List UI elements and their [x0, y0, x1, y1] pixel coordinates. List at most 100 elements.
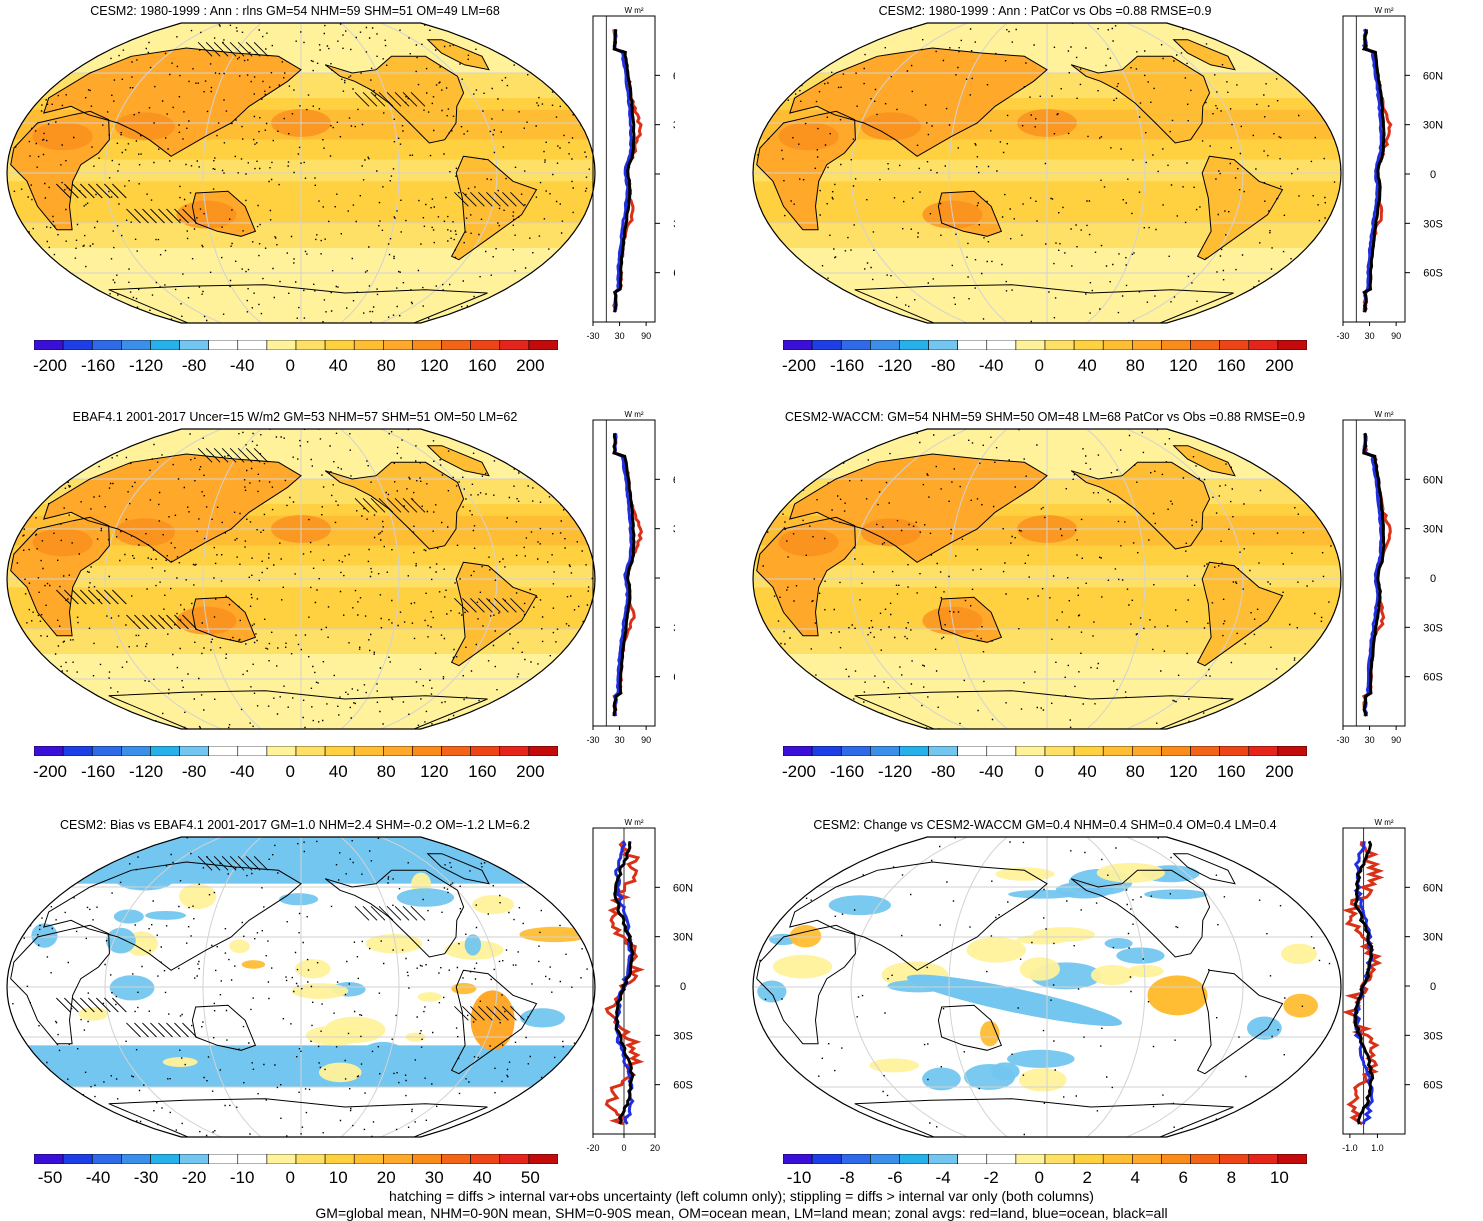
colorbar-swatch: [928, 340, 958, 350]
zonal-frame: [1342, 827, 1406, 1135]
colorbar-tick-label: 4: [1130, 1168, 1140, 1187]
colorbar-swatch: [1132, 746, 1162, 756]
anomaly-patch: [113, 909, 144, 924]
colorbar-labels: -200 -160 -120 -80 -40 0 40 80 120 160 200: [781, 762, 1307, 784]
coastline: [324, 55, 465, 144]
coastline: [43, 453, 302, 563]
coastline: [1070, 869, 1211, 958]
zonal-units: W m²: [624, 6, 643, 15]
colorbar-swatch: [928, 1154, 958, 1164]
graticule-lon: [850, 837, 968, 1137]
land-fill: [854, 284, 1234, 323]
all-zonal-line: [612, 29, 636, 313]
colorbar-tick-label: -8: [839, 1168, 855, 1187]
stippling: [7, 429, 595, 729]
anomaly-patch: [78, 1007, 109, 1021]
coastline: [789, 47, 1048, 157]
map-outline: [752, 836, 1342, 1138]
colorbar-swatch: [237, 746, 268, 756]
coastline: [108, 690, 488, 729]
colorbar-labels: -50 -40 -30 -20 -10 0 10 20 30 40 50: [34, 1168, 558, 1190]
colorbar: [783, 746, 1307, 756]
zonal-units: W m²: [1374, 410, 1393, 419]
coastline: [937, 1004, 1003, 1051]
colorbar-tick-label: 40: [1077, 762, 1097, 781]
x-tick-label: -30: [1336, 331, 1349, 341]
panel-title: CESM2: Change vs CESM2-WACCM GM=0.4 NHM=…: [813, 818, 1277, 832]
lat-tick-label: 60S: [1423, 672, 1443, 684]
lat-tick-label: 0: [680, 981, 686, 993]
colorbar-tick-label: -6: [887, 1168, 903, 1187]
colorbar-swatch: [34, 1154, 64, 1164]
graticule-lon: [1126, 23, 1244, 323]
lat-tick-label: 30S: [1423, 218, 1443, 230]
land-fill: [43, 48, 302, 157]
colorbar-swatch: [899, 746, 929, 756]
panel-title: CESM2: 1980-1999 : Ann : PatCor vs Obs =…: [878, 4, 1212, 18]
colorbar-tick-label: 200: [516, 762, 545, 781]
colorbar-tick-label: -200: [781, 762, 817, 781]
colorbar-swatch: [870, 746, 900, 756]
colorbar-tick-label: -40: [229, 356, 255, 375]
anomaly-patch: [365, 934, 423, 954]
colorbar-tick-label: 0: [1034, 1168, 1044, 1187]
colorbar-swatch: [208, 1154, 239, 1164]
graticule-lon: [380, 429, 498, 729]
anomaly-patch: [1090, 965, 1134, 986]
colorbar-swatch: [34, 340, 64, 350]
land-fill: [1173, 445, 1235, 476]
anomaly-patch: [990, 1062, 1020, 1081]
colorbar-swatch: [1102, 1154, 1133, 1164]
colorbar-tick-label: -80: [181, 356, 207, 375]
coastline: [937, 190, 1003, 237]
colorbar-swatch: [957, 340, 988, 350]
colorbar-swatch: [783, 1154, 813, 1164]
colorbar-tick-label: 80: [376, 356, 396, 375]
x-tick-label: 90: [1391, 331, 1401, 341]
stippling: [753, 837, 1341, 1136]
colorbar-swatch: [957, 746, 988, 756]
coastline: [426, 39, 490, 71]
colorbar-tick-label: -200: [32, 762, 68, 781]
x-tick-label: 30: [1365, 331, 1375, 341]
colorbar-tick-label: -120: [878, 356, 913, 375]
robinson-map: [752, 428, 1342, 730]
graticule-lon: [1086, 837, 1146, 1137]
anomaly-patch: [451, 982, 477, 995]
colorbar-swatch: [91, 340, 122, 350]
x-tick-label: 30: [615, 735, 625, 745]
coastline: [191, 1004, 257, 1051]
anomaly-patch: [980, 1020, 1000, 1047]
colorbar-swatch: [62, 340, 93, 350]
hatching: [354, 498, 426, 513]
colorbar-tick-label: 80: [1125, 762, 1145, 781]
zonal-units: W m²: [1374, 818, 1393, 827]
colorbar-tick-label: 40: [1077, 356, 1097, 375]
anomaly-patch: [145, 910, 187, 920]
colorbar-tick-label: 8: [1226, 1168, 1237, 1187]
colorbar-labels: -200 -160 -120 -80 -40 0 40 80 120 160 200: [32, 762, 558, 784]
lat-tick-label: 60N: [673, 882, 693, 894]
coastline: [1070, 55, 1211, 144]
colorbar-swatch: [1277, 1154, 1307, 1164]
colorbar-swatch: [121, 1154, 151, 1164]
colorbar-swatch: [441, 746, 471, 756]
land-fill: [108, 284, 488, 323]
colorbar-swatch: [783, 746, 813, 756]
anomaly-patch: [966, 937, 1026, 963]
colorbar-swatch: [470, 1154, 501, 1164]
lat-tick-label: 60S: [1423, 268, 1443, 280]
colorbar-swatch: [1161, 1154, 1191, 1164]
coastline: [426, 445, 490, 477]
colorbar-tick-label: 0: [1034, 762, 1044, 781]
colorbar-labels: -200 -160 -120 -80 -40 0 40 80 120 160 200: [782, 356, 1307, 378]
lat-tick-label: 30S: [673, 622, 675, 634]
coastline: [756, 516, 856, 637]
colorbar-swatch: [179, 340, 209, 350]
hatching: [126, 614, 197, 630]
zonal-units: W m²: [624, 818, 643, 827]
panel-title: CESM2: Bias vs EBAF4.1 2001-2017 GM=1.0 …: [59, 818, 530, 832]
colorbar-tick-label: 120: [1169, 356, 1198, 375]
colorbar-swatch: [1044, 340, 1075, 350]
